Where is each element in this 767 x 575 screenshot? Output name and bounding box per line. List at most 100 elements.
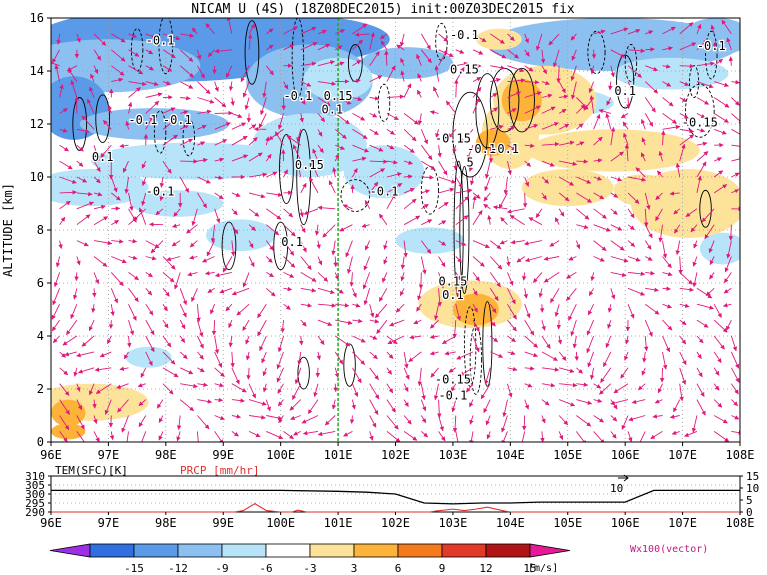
- wind-vector: [576, 123, 584, 130]
- wind-vector: [452, 145, 457, 154]
- wind-vector: [713, 170, 724, 178]
- wind-vector: [524, 304, 531, 319]
- wind-vector: [214, 382, 224, 388]
- surface-x-axis: 96E 97E 98E 99E 100E 101E 102E 103E 104E 105E 106E…: [40, 512, 754, 530]
- wind-vector: [380, 33, 388, 40]
- wind-vector: [662, 64, 671, 69]
- wind-vector: [589, 367, 595, 380]
- wind-vector: [197, 367, 205, 373]
- wind-vector: [455, 288, 462, 301]
- wind-vector: [516, 256, 525, 263]
- wind-vector: [507, 49, 519, 59]
- wind-vector: [228, 335, 234, 348]
- wind-vector: [416, 303, 422, 312]
- wind-vector: [696, 175, 702, 193]
- wind-vector: [645, 30, 654, 35]
- wind-vector: [248, 23, 255, 35]
- contour-line: [699, 189, 712, 228]
- wind-vector: [559, 140, 575, 146]
- wind-vector: [197, 176, 211, 184]
- wind-vector: [76, 144, 84, 152]
- wind-vector: [300, 42, 318, 51]
- wind-vector: [300, 61, 317, 67]
- wind-vector: [303, 208, 319, 215]
- wind-vector: [696, 383, 705, 398]
- wind-vector: [76, 160, 84, 167]
- wind-vector: [713, 383, 720, 391]
- wind-vector: [472, 192, 481, 199]
- wind-vector: [334, 128, 347, 139]
- wind-vector: [386, 172, 402, 178]
- wind-vector: [662, 271, 673, 277]
- wind-vector: [158, 415, 164, 423]
- wind-vector: [214, 351, 223, 368]
- wind-vector: [386, 399, 396, 413]
- wind-vector: [214, 122, 231, 130]
- wind-vector: [128, 65, 144, 75]
- wind-vector: [59, 383, 70, 396]
- wind-vector: [726, 37, 732, 50]
- wind-vector: [55, 256, 61, 268]
- wind-vector: [693, 240, 698, 249]
- contour-line: [587, 30, 606, 75]
- wind-vector: [128, 49, 140, 57]
- wind-vector: [644, 97, 656, 113]
- wind-vector: [500, 217, 508, 226]
- wind-vector: [300, 182, 307, 194]
- wind-vector: [714, 128, 727, 135]
- wind-vector: [541, 319, 546, 331]
- contour-line: [377, 83, 391, 122]
- wind-vector: [692, 272, 698, 288]
- wind-vector: [576, 399, 593, 405]
- wind-vector: [593, 113, 601, 130]
- y-axis-label: ALTITUDE [km]: [1, 183, 15, 277]
- wind-vector: [469, 399, 474, 408]
- wind-vector: [701, 208, 715, 223]
- wind-vector: [655, 208, 663, 222]
- wind-vector: [421, 431, 429, 438]
- wind-vector: [438, 256, 446, 268]
- wind-vector: [173, 208, 181, 217]
- wind-vector: [528, 217, 543, 226]
- wind-vector: [713, 335, 725, 350]
- wind-vector: [166, 256, 181, 262]
- wind-vector: [662, 124, 681, 130]
- wind-vector: [679, 351, 687, 366]
- shading-blob: [395, 227, 465, 254]
- colorbar: -15 -12 -9 -6 -3 3 6 9 12 15 [m/s] Wx100(vector): [49, 543, 708, 575]
- wind-vector: [317, 430, 336, 437]
- wind-vector: [524, 65, 534, 72]
- wind-vector: [197, 351, 204, 360]
- wind-vector: [205, 23, 215, 35]
- wind-vector: [179, 335, 186, 343]
- wind-vector: [110, 304, 115, 317]
- wind-vector: [128, 272, 139, 281]
- wind-vector: [248, 240, 254, 249]
- wind-vector: [231, 398, 245, 403]
- contour-line: [452, 91, 488, 178]
- wind-vector: [466, 383, 474, 393]
- colorbar-box: [485, 543, 531, 558]
- wind-vector: [713, 184, 728, 194]
- wind-vector: [503, 176, 509, 195]
- wind-vector: [413, 319, 422, 325]
- wind-vector: [662, 351, 668, 370]
- surface-x-tick-label: 102E: [381, 516, 410, 530]
- wind-vector: [76, 33, 81, 43]
- wind-vector: [138, 415, 147, 428]
- wind-vector: [231, 367, 240, 385]
- wind-vector: [128, 87, 141, 98]
- contour-line: [158, 18, 174, 75]
- wind-vector: [317, 335, 325, 345]
- wind-vector: [438, 415, 444, 432]
- wind-vector: [675, 162, 681, 178]
- wind-vector: [576, 176, 592, 184]
- x-tick-label: 103E: [438, 448, 467, 462]
- wind-vector: [624, 335, 630, 345]
- wind-vector: [214, 97, 227, 108]
- wind-vector: [627, 287, 646, 296]
- wind-vector: [558, 399, 576, 407]
- wind-vector: [662, 286, 671, 291]
- wind-vector: [211, 320, 217, 336]
